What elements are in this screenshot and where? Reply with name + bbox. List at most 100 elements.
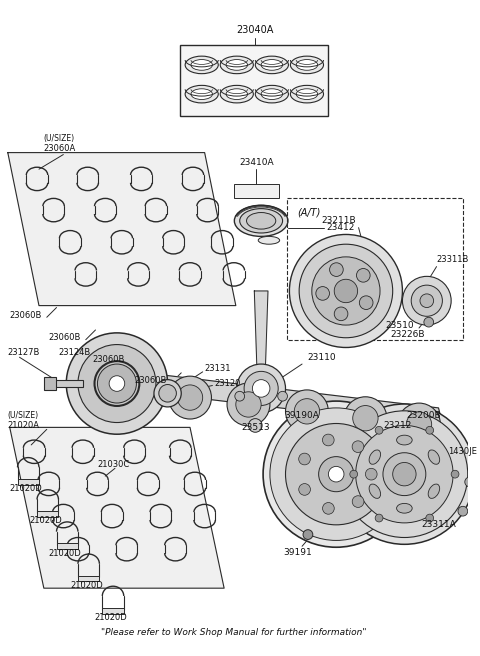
Circle shape [97,364,136,403]
Circle shape [316,287,329,300]
Ellipse shape [220,85,253,103]
Circle shape [465,477,475,487]
Ellipse shape [191,60,213,70]
Circle shape [334,404,475,544]
Ellipse shape [255,85,288,103]
Text: 21020D: 21020D [95,613,127,622]
Text: 23212: 23212 [384,421,412,430]
Text: 23211B: 23211B [322,216,357,225]
Circle shape [411,285,443,316]
Ellipse shape [237,364,286,413]
Text: 23110: 23110 [307,353,336,361]
Polygon shape [254,291,268,379]
Ellipse shape [428,450,440,464]
Ellipse shape [261,60,283,70]
Circle shape [323,434,334,446]
Bar [37,511,59,517]
Circle shape [109,376,125,392]
Ellipse shape [258,236,280,244]
Circle shape [299,453,311,465]
Bar [78,575,99,581]
Text: 23226B: 23226B [390,331,425,339]
Circle shape [420,294,433,308]
Circle shape [426,426,433,434]
Circle shape [294,399,320,424]
Circle shape [383,453,426,495]
Circle shape [278,392,288,401]
Text: 21020D: 21020D [29,516,62,525]
Bar [251,398,260,420]
Circle shape [66,333,168,434]
Circle shape [235,392,245,401]
Circle shape [249,419,262,432]
Circle shape [357,268,370,282]
Text: 23200B: 23200B [407,411,441,420]
Text: 23410A: 23410A [239,158,274,167]
Circle shape [402,276,451,325]
Text: 21020D: 21020D [70,581,103,590]
Ellipse shape [226,89,248,100]
Ellipse shape [159,384,176,402]
Text: 23513: 23513 [241,423,270,432]
Circle shape [360,296,373,310]
Text: 21020D: 21020D [10,484,43,493]
Circle shape [365,468,377,480]
Circle shape [341,411,468,537]
Polygon shape [8,153,236,306]
Circle shape [286,390,328,433]
Ellipse shape [296,89,318,100]
Circle shape [330,263,343,276]
Bar [44,377,56,390]
Ellipse shape [191,89,213,100]
Text: 39191: 39191 [283,548,312,557]
Text: (A/T): (A/T) [297,207,321,217]
Circle shape [350,470,358,478]
Ellipse shape [369,450,381,464]
Text: 23060B: 23060B [10,311,42,320]
Ellipse shape [290,56,324,73]
Text: 23124B: 23124B [59,348,91,357]
Circle shape [375,426,383,434]
Ellipse shape [290,85,324,103]
Text: 21030C: 21030C [97,460,130,469]
Circle shape [334,307,348,321]
Ellipse shape [185,56,218,73]
Circle shape [299,483,311,495]
Text: 21020D: 21020D [49,548,82,558]
Ellipse shape [220,56,253,73]
Circle shape [236,392,261,417]
Text: 1430JE: 1430JE [448,447,477,457]
Circle shape [323,502,334,514]
Ellipse shape [296,60,318,70]
Circle shape [286,424,387,525]
Ellipse shape [396,503,412,513]
Circle shape [78,344,156,422]
Circle shape [397,403,441,446]
Circle shape [424,318,433,327]
Circle shape [289,234,402,348]
Text: 23120: 23120 [215,379,241,388]
Ellipse shape [247,213,276,229]
Text: 23060B: 23060B [134,376,167,385]
Text: 23311B: 23311B [436,255,469,264]
Bar [180,45,328,115]
Ellipse shape [185,85,218,103]
Circle shape [334,279,358,302]
Text: 23040A: 23040A [237,25,274,35]
Circle shape [393,462,416,486]
Circle shape [168,376,212,419]
Circle shape [352,496,364,508]
Circle shape [352,441,364,453]
Polygon shape [10,428,224,588]
Circle shape [375,514,383,522]
Bar [18,479,39,485]
Ellipse shape [261,89,283,100]
Text: 23127B: 23127B [8,348,40,357]
Bar [49,380,83,388]
Bar [102,607,124,613]
Ellipse shape [396,435,412,445]
Ellipse shape [234,205,288,236]
Text: 23510: 23510 [385,321,414,329]
Text: 39190A: 39190A [285,411,320,420]
Ellipse shape [240,209,283,233]
